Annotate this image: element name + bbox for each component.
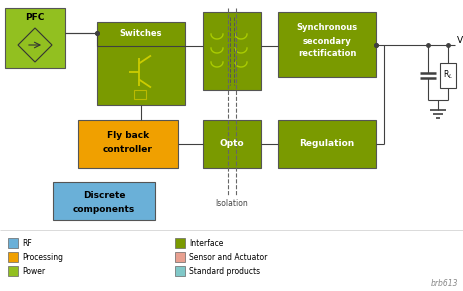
Text: Synchronous: Synchronous [296,24,357,33]
Text: Sensor and Actuator: Sensor and Actuator [188,253,267,262]
Text: PFC: PFC [25,13,44,22]
Bar [175,238,185,248]
Text: RF: RF [22,239,31,248]
Text: Regulation: Regulation [299,139,354,148]
Text: Opto: Opto [219,139,244,148]
Text: Switches: Switches [119,29,162,38]
Bar [439,63,455,88]
Bar [175,266,185,276]
Bar [277,120,375,168]
Bar [53,182,155,220]
Text: R$_L$: R$_L$ [442,68,452,81]
Bar [175,252,185,262]
Text: Isolation: Isolation [215,198,248,207]
Bar [203,120,260,168]
Bar [8,252,18,262]
Bar [97,22,185,105]
Bar [134,90,146,98]
Text: Standard products: Standard products [188,267,260,276]
Text: rectification: rectification [297,49,356,58]
Text: brb613: brb613 [430,279,457,288]
Text: Processing: Processing [22,253,63,262]
Text: V$_{\mathrm{out}}$: V$_{\mathrm{out}}$ [455,34,463,47]
Text: Discrete: Discrete [82,191,125,200]
Text: Fly back: Fly back [106,132,149,141]
Text: Interface: Interface [188,239,223,248]
Text: secondary: secondary [302,36,350,45]
Bar [5,8,65,68]
Text: controller: controller [103,146,153,155]
Bar [277,12,375,77]
Text: Power: Power [22,267,45,276]
Bar [203,12,260,90]
Text: components: components [73,205,135,214]
Bar [78,120,178,168]
Bar [8,238,18,248]
Bar [8,266,18,276]
